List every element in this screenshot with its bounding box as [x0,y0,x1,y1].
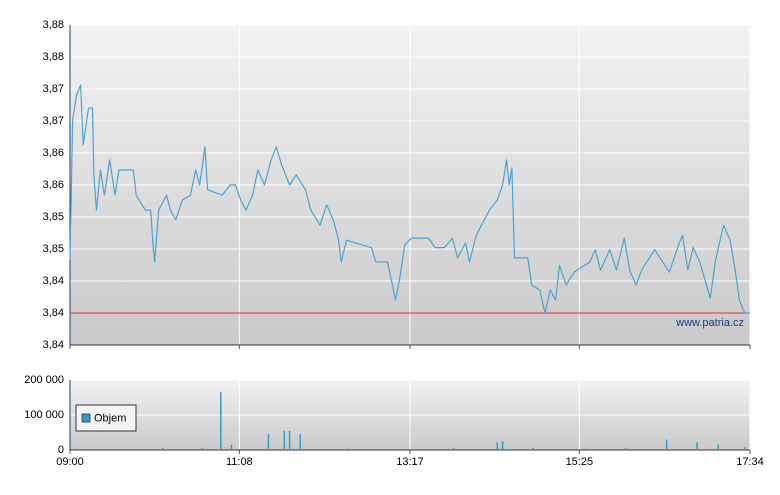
volume-bar [717,444,719,450]
y-tick-label: 3,85 [43,243,64,255]
y-tick-label: 3,87 [43,115,64,127]
y-tick-label: 3,86 [43,179,64,191]
y-tick-label: 3,84 [43,307,64,319]
volume-bar [161,447,164,450]
volume-bar [452,448,455,450]
volume-bar [665,439,668,450]
volume-bar [624,448,627,450]
chart-layer: 3,84 3,84 3,84 3,85 3,85 3,86 3,86 3,87 3,87 3,88… [24,19,764,468]
volume-bar [283,430,286,450]
y-tick-label: 3,88 [43,51,64,63]
y-tick-label: 3,85 [43,211,64,223]
volume-bar [75,448,78,450]
legend-swatch [81,413,91,423]
volume-bar [585,448,587,450]
x-tick-label: 11:08 [226,456,253,468]
watermark: www.patria.cz [675,317,744,329]
x-tick-label: 09:00 [56,456,84,468]
volume-bar [288,430,291,450]
y-tick-label: 200 000 [24,374,64,386]
volume-bar [532,447,534,450]
volume-bar [413,448,415,450]
volume-bar [230,444,233,450]
x-tick-label: 13:17 [396,456,424,468]
y-tick-label: 3,84 [43,339,64,351]
y-tick-label: 3,88 [43,19,64,31]
x-tick-label: 15:25 [566,456,594,468]
volume-bar [201,448,204,450]
y-tick-label: 3,87 [43,83,64,95]
volume-bar [347,448,349,450]
y-tick-label: 3,84 [43,275,64,287]
x-tick-label: 17:34 [736,456,764,468]
legend-label: Objem [94,412,126,424]
volume-bar [696,442,698,450]
volume-bar [267,434,270,450]
volume-bar [108,448,111,450]
y-tick-label: 0 [58,444,64,456]
volume-bar [299,434,301,450]
y-tick-label: 100 000 [24,409,64,421]
volume-bar [496,442,499,450]
y-tick-label: 3,86 [43,147,64,159]
volume-bar [220,392,222,450]
price-line [69,84,750,314]
volume-bar [501,441,504,450]
volume-bar [743,447,746,450]
